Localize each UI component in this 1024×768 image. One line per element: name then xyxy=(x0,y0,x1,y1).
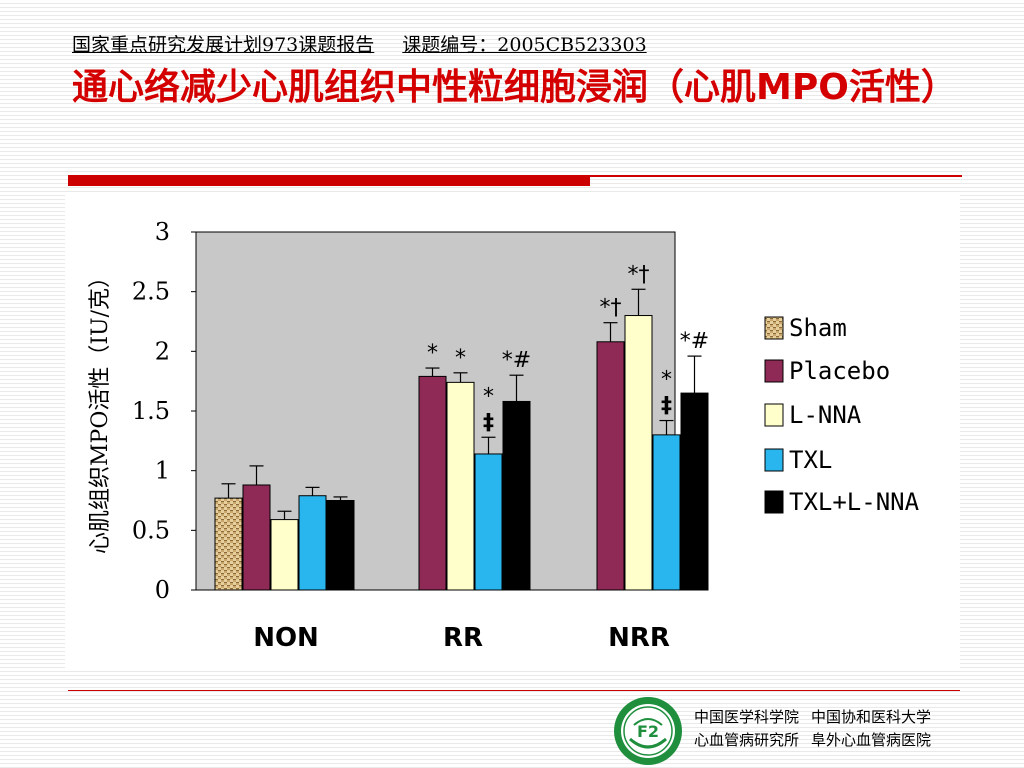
institution-cvi: 心血管病研究所 xyxy=(694,731,800,749)
y-tick-label: 0.5 xyxy=(132,516,170,544)
chart-panel: 0 0.5 1 1.5 2 2.5 3 * * * ‡ *# *† *† * ‡ *# NON RR NRR Sh… xyxy=(65,192,960,670)
y-tick-label: 0 xyxy=(155,576,170,604)
bar-txl-rr xyxy=(474,453,503,591)
bar-l-nna-non xyxy=(270,519,299,591)
bar-txl-l-nna-nrr xyxy=(680,392,709,591)
significance-mark: *† xyxy=(628,262,650,287)
footer-divider xyxy=(68,690,960,691)
legend-label: Sham xyxy=(789,314,847,342)
x-category-label: NRR xyxy=(608,623,670,653)
bar-l-nna-rr xyxy=(446,381,475,591)
institutions-block: 中国医学科学院 中国协和医科大学 心血管病研究所 阜外心血管病医院 xyxy=(694,706,943,752)
y-tick-label: 1.5 xyxy=(132,397,170,425)
bar-txl-l-nna-rr xyxy=(502,400,531,591)
legend-swatch xyxy=(764,448,784,472)
legend-swatch xyxy=(764,403,784,427)
legend-label: TXL+L-NNA xyxy=(789,488,920,516)
y-axis-label: 心肌组织MPO活性（IU/克） xyxy=(88,266,113,554)
mpo-bar-chart: 00.511.522.53 * **‡*#*†*†*‡*# NON RR NRR Sh… xyxy=(88,218,920,653)
project-number: 课题编号：2005CB523303 xyxy=(402,34,647,56)
bar-placebo-non xyxy=(242,484,271,591)
significance-mark: ‡ xyxy=(483,410,494,435)
significance-mark: *# xyxy=(502,348,531,373)
institution-fuwai: 阜外心血管病医院 xyxy=(811,731,932,749)
y-tick-label: 2.5 xyxy=(132,278,170,306)
legend-label: Placebo xyxy=(789,357,890,385)
significance-mark: *# xyxy=(680,329,709,354)
bar-txl-nrr xyxy=(652,434,681,591)
slide-title: 通心络减少心肌组织中性粒细胞浸润（心肌MPO活性） xyxy=(72,67,957,108)
institution-cams: 中国医学科学院 xyxy=(694,708,800,726)
legend-label: TXL xyxy=(789,446,832,474)
hospital-emblem-icon: F2 xyxy=(614,697,682,765)
significance-mark: * xyxy=(455,346,466,371)
legend-label: L-NNA xyxy=(789,401,862,429)
bar-placebo-rr xyxy=(418,375,447,591)
x-category-label: RR xyxy=(443,623,483,653)
bar-txl-non xyxy=(298,495,327,591)
bar-txl-l-nna-non xyxy=(326,500,355,591)
legend-swatch xyxy=(764,490,784,514)
legend-swatch xyxy=(764,359,784,383)
significance-mark: * xyxy=(483,384,494,409)
bar-l-nna-nrr xyxy=(624,315,653,591)
report-name: 国家重点研究发展计划973课题报告 xyxy=(72,34,375,56)
significance-mark: *† xyxy=(600,296,622,321)
significance-mark: * xyxy=(661,368,672,393)
bar-placebo-nrr xyxy=(596,341,625,591)
bar-sham-non xyxy=(214,497,243,591)
y-tick-label: 3 xyxy=(155,218,170,246)
logo-mark: F2 xyxy=(637,722,659,741)
y-tick-label: 1 xyxy=(155,457,170,485)
y-tick-label: 2 xyxy=(155,337,170,365)
x-category-label: NON xyxy=(253,623,319,653)
significance-mark: ‡ xyxy=(661,394,672,419)
title-underline-thick xyxy=(68,175,590,186)
legend-swatch xyxy=(764,316,784,340)
title-underline-thin xyxy=(590,175,962,177)
institution-pumc: 中国协和医科大学 xyxy=(811,708,932,726)
report-header: 国家重点研究发展计划973课题报告 课题编号：2005CB523303 xyxy=(72,30,647,57)
significance-mark: * xyxy=(427,341,438,366)
